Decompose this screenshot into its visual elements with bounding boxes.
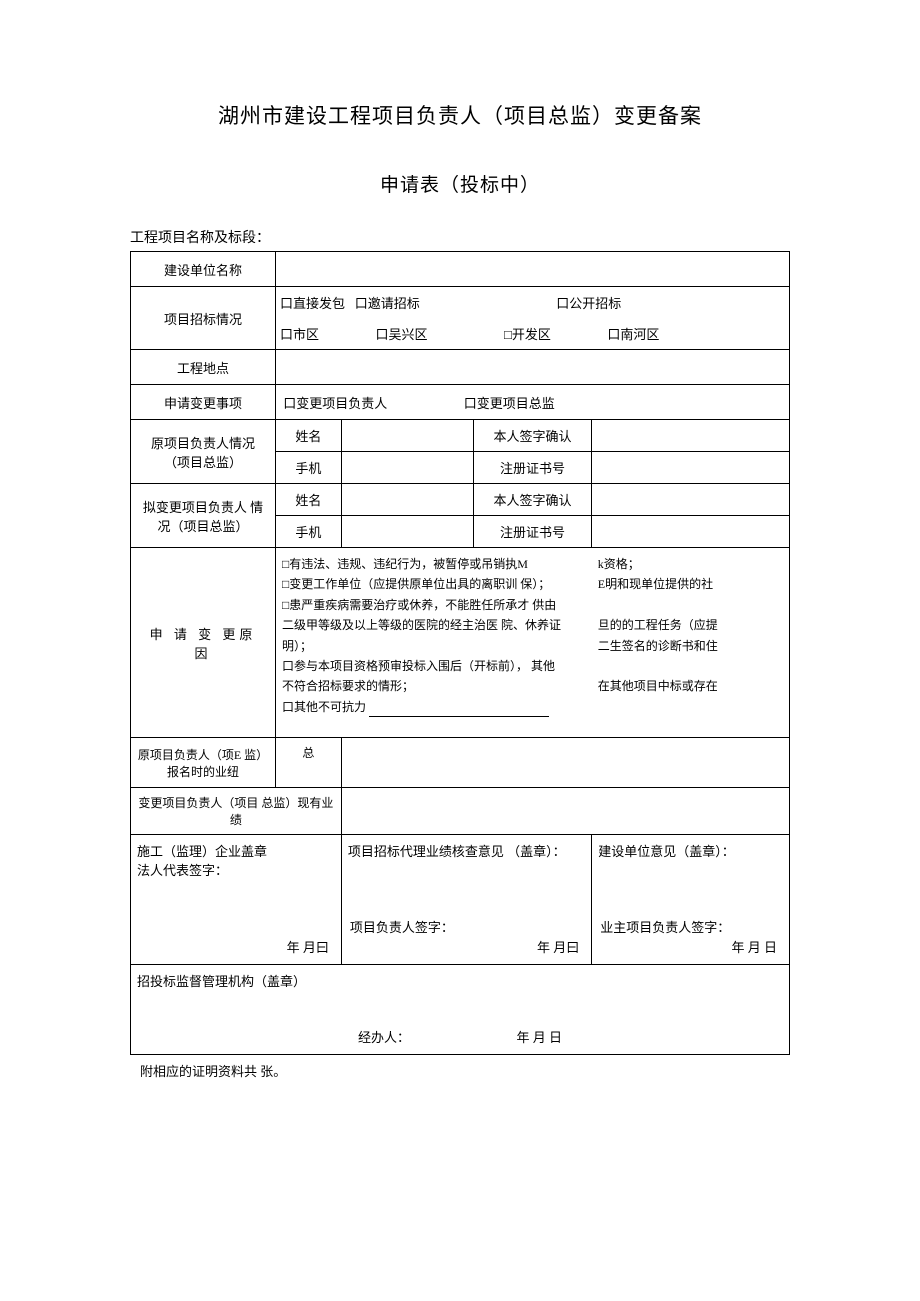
bid-type-options[interactable]: 口直接发包 口邀请招标 口公开招标 [275, 287, 789, 319]
reason-options[interactable]: □有违法、违规、违纪行为，被暂停或吊销执M □变更工作单位（应提供原单位出具的离… [275, 548, 591, 738]
orig-name-field[interactable] [341, 420, 473, 452]
reason-options-right: k资格； E明和现单位提供的社 旦的的工程任务（应提 二生签名的诊断书和住 在其… [592, 548, 790, 738]
owner-opinion-block[interactable]: 建设单位意见（盖章）： 业主项目负责人签字： 年 月 日 [592, 835, 790, 965]
new-phone-field[interactable] [341, 516, 473, 548]
sub-label: 总 [275, 738, 341, 788]
orig-cert-field[interactable] [592, 452, 790, 484]
project-name-label: 工程项目名称及标段： [130, 227, 790, 247]
new-name-field[interactable] [341, 484, 473, 516]
sign-label: 本人签字确认 [473, 420, 592, 452]
orig-perf-field[interactable] [341, 738, 789, 788]
company-seal-block[interactable]: 施工（监理）企业盖章 法人代表签字： 年 月曰 [131, 835, 342, 965]
opt-wuxing[interactable]: 口吴兴区 [375, 327, 427, 342]
opt-dev[interactable]: □开发区 [504, 327, 551, 342]
footnote: 附相应的证明资料共 张。 [130, 1061, 790, 1080]
location-field[interactable] [275, 350, 789, 385]
orig-sign-field[interactable] [592, 420, 790, 452]
opt-change-sup[interactable]: 口变更项目总监 [464, 396, 555, 411]
cert-label: 注册证书号 [473, 452, 592, 484]
opt-public[interactable]: 口公开招标 [556, 296, 621, 311]
application-form-table: 建设单位名称 项目招标情况 口直接发包 口邀请招标 口公开招标 口市区 口吴兴区… [130, 251, 790, 1055]
sub-title: 申请表（投标中） [130, 170, 790, 197]
row-label: 申请变更事项 [131, 385, 276, 420]
opt-nanhe[interactable]: 口南河区 [607, 327, 659, 342]
row-label: 拟变更项目负责人 情 况（项目总监） [131, 484, 276, 548]
row-label: 建设单位名称 [131, 252, 276, 287]
name-label: 姓名 [275, 420, 341, 452]
new-sign-field[interactable] [592, 484, 790, 516]
row-label: 变更项目负责人（项目 总监）现有业绩 [131, 788, 342, 835]
construction-unit-field[interactable] [275, 252, 789, 287]
sign-label: 本人签字确认 [473, 484, 592, 516]
supervision-block[interactable]: 招投标监督管理机构（盖章） 经办人： 年 月 日 [131, 965, 790, 1055]
new-perf-field[interactable] [341, 788, 789, 835]
row-label: 原项目负责人（项E 监）报名时的业纽 [131, 738, 276, 788]
orig-phone-field[interactable] [341, 452, 473, 484]
row-label: 项目招标情况 [131, 287, 276, 350]
new-cert-field[interactable] [592, 516, 790, 548]
reason-label: 申 请 变 更原 因 [131, 548, 276, 738]
district-options[interactable]: 口市区 口吴兴区 □开发区 口南河区 [275, 318, 789, 350]
cert-label: 注册证书号 [473, 516, 592, 548]
name-label: 姓名 [275, 484, 341, 516]
row-label: 原项目负责人情况 （项目总监） [131, 420, 276, 484]
opt-city[interactable]: 口市区 [280, 327, 319, 342]
agent-opinion-block[interactable]: 项目招标代理业绩核查意见 （盖章）： 项目负责人签字： 年 月曰 [341, 835, 591, 965]
row-label: 工程地点 [131, 350, 276, 385]
opt-change-pm[interactable]: 口变更项目负责人 [283, 396, 387, 411]
opt-invite[interactable]: 口邀请招标 [355, 296, 420, 311]
change-item-options[interactable]: 口变更项目负责人 口变更项目总监 [275, 385, 789, 420]
opt-direct[interactable]: 口直接发包 [280, 296, 345, 311]
phone-label: 手机 [275, 516, 341, 548]
phone-label: 手机 [275, 452, 341, 484]
main-title: 湖州市建设工程项目负责人（项目总监）变更备案 [130, 100, 790, 130]
